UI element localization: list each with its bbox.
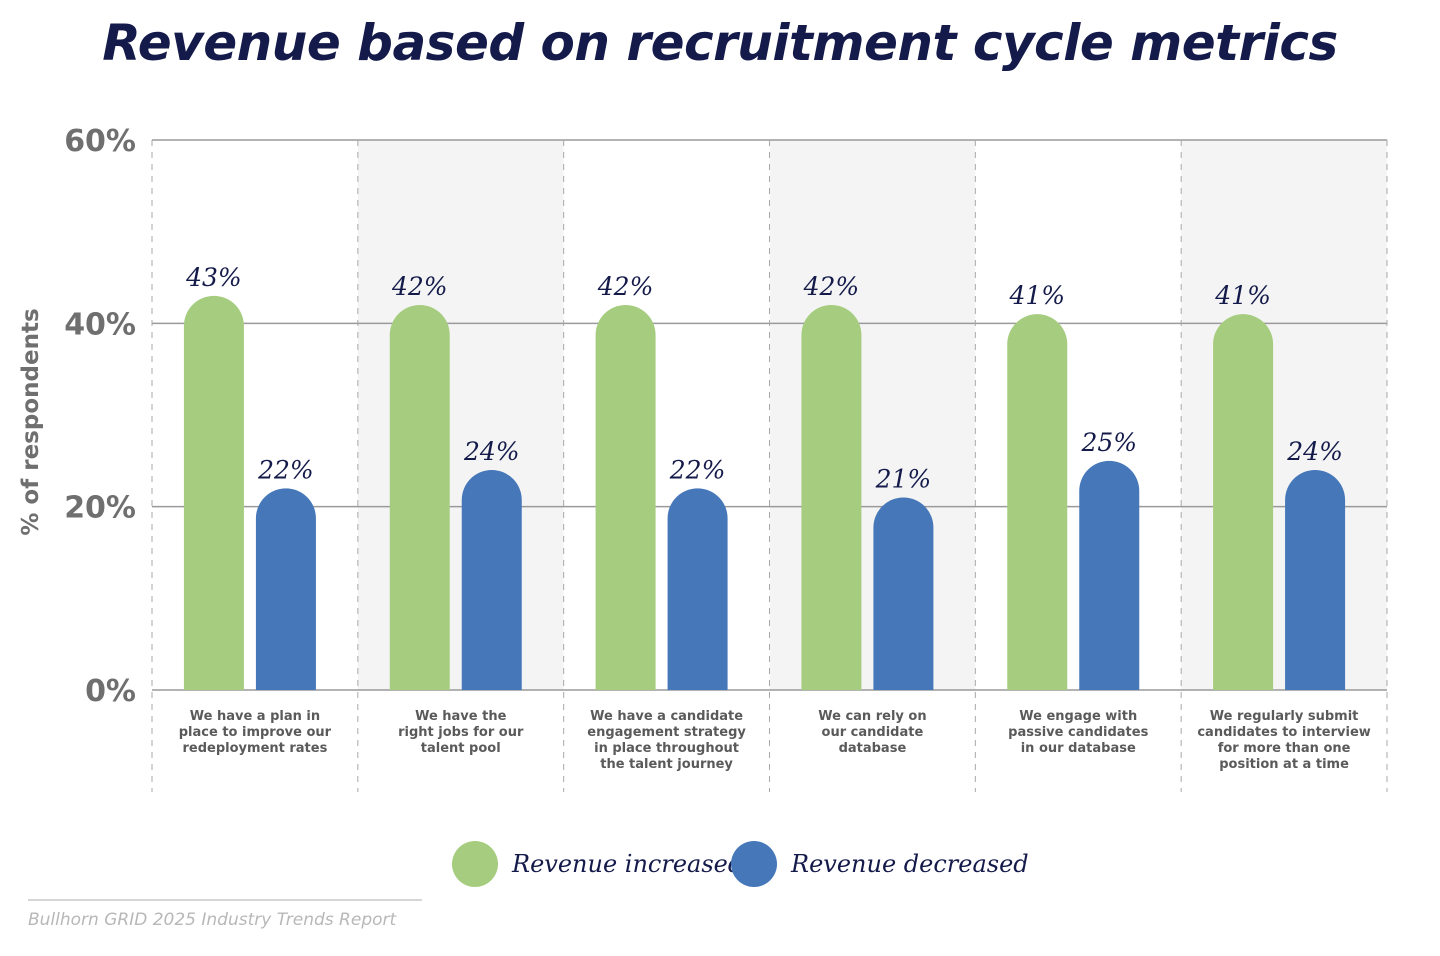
category-label-line: We can rely on	[818, 709, 926, 724]
legend-label-decreased: Revenue decreased	[791, 850, 1029, 878]
category-label-line: in place throughout	[594, 741, 739, 756]
bar-revenue-increased	[595, 305, 656, 690]
bar-revenue-increased	[1007, 314, 1068, 690]
data-label: 24%	[1286, 437, 1343, 466]
category-label-line: the talent journey	[600, 757, 733, 772]
category-label-line: We have the	[415, 709, 507, 724]
legend-swatch-increased	[452, 841, 498, 887]
bar-revenue-increased	[1213, 314, 1274, 690]
category-label-line: database	[839, 741, 907, 756]
category-label-line: talent pool	[421, 741, 501, 756]
bar-chart: 0% 20% 40% 60% % of respondents 43% 22% We have…	[18, 124, 1388, 792]
category-label-line: candidates to interview	[1197, 725, 1370, 740]
category-label-line: for more than one	[1218, 741, 1351, 756]
category-label: We can rely on our candidate database	[818, 709, 926, 756]
bar-revenue-decreased	[461, 470, 522, 690]
data-label: 43%	[185, 263, 242, 292]
group-background	[769, 140, 976, 690]
bar-revenue-decreased	[255, 488, 316, 690]
category-label-line: redeployment rates	[183, 741, 328, 756]
category-label: We have a plan in place to improve our red…	[179, 709, 332, 756]
data-label: 25%	[1080, 428, 1137, 457]
data-label: 22%	[257, 455, 314, 484]
group-background	[1181, 140, 1387, 690]
bar-revenue-increased	[389, 305, 450, 690]
category-label-line: engagement strategy	[587, 725, 746, 740]
category-label-line: We have a plan in	[190, 709, 320, 724]
bar-revenue-increased	[183, 295, 244, 690]
legend-item-increased: Revenue increased	[452, 840, 743, 888]
category-label-line: place to improve our	[179, 725, 332, 740]
category-label: We regularly submit candidates to intervi…	[1197, 709, 1370, 772]
bar-revenue-decreased	[1285, 470, 1346, 690]
category-label-line: our candidate	[822, 725, 924, 740]
data-label: 42%	[803, 272, 860, 301]
group-background	[357, 140, 564, 690]
bar-revenue-decreased	[873, 497, 934, 690]
y-axis-label: % of respondents	[18, 308, 44, 535]
legend-label-increased: Revenue increased	[512, 850, 744, 878]
category-label: We have a candidate engagement strategy in…	[587, 709, 746, 772]
bar-revenue-decreased	[1079, 460, 1140, 690]
data-label: 41%	[1214, 281, 1271, 310]
legend-item-decreased: Revenue decreased	[731, 840, 1029, 888]
source-divider	[28, 899, 422, 901]
category-label: We have the right jobs for our talent pool	[398, 709, 524, 756]
bar-revenue-increased	[801, 305, 862, 690]
bar-revenue-decreased	[667, 488, 728, 690]
category-label-line: We have a candidate	[590, 709, 743, 724]
y-tick-label: 20%	[64, 491, 136, 526]
data-label: 42%	[597, 272, 654, 301]
y-tick-label: 60%	[64, 124, 136, 159]
category-label-line: passive candidates	[1008, 725, 1148, 740]
legend: Revenue increased Revenue decreased	[0, 840, 1440, 888]
data-label: 24%	[463, 437, 520, 466]
y-tick-label: 40%	[64, 307, 136, 342]
source-note: Bullhorn GRID 2025 Industry Trends Repor…	[28, 910, 397, 930]
category-label-line: in our database	[1021, 741, 1136, 756]
legend-swatch-decreased	[731, 841, 777, 887]
category-label-line: We regularly submit	[1210, 709, 1359, 724]
category-label-line: right jobs for our	[398, 725, 524, 740]
data-label: 22%	[669, 455, 726, 484]
category-label: We engage with passive candidates in our d…	[1008, 709, 1148, 756]
data-label: 21%	[875, 465, 932, 494]
chart-title: Revenue based on recruitment cycle metri…	[102, 14, 1338, 72]
category-label-line: position at a time	[1219, 757, 1349, 772]
data-label: 42%	[391, 272, 448, 301]
y-tick-label: 0%	[85, 674, 136, 709]
data-label: 41%	[1008, 281, 1065, 310]
category-label-line: We engage with	[1019, 709, 1137, 724]
